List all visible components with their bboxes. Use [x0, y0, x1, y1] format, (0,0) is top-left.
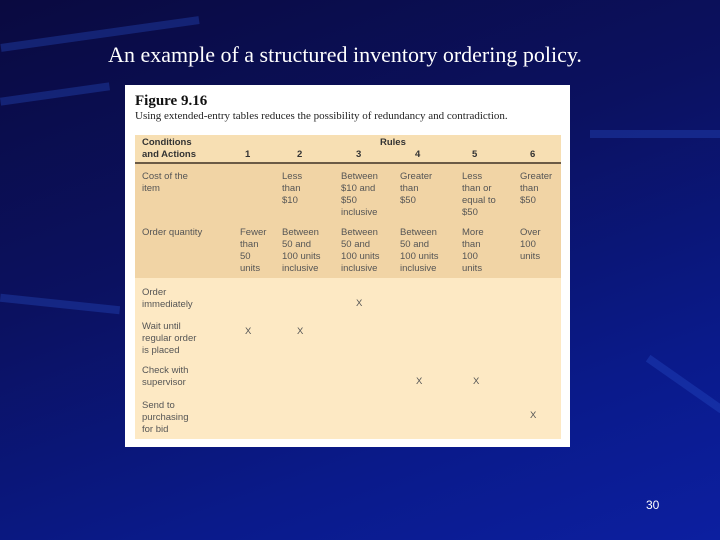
condition-cell: Less than $10 [282, 171, 303, 206]
condition-cell: Less than or equal to $50 [462, 171, 496, 218]
header-rule-4: 4 [415, 149, 421, 160]
header-conditions-actions: Conditions and Actions [142, 137, 197, 160]
condition-label: Cost of the item [142, 171, 188, 194]
action-mark: X [297, 326, 304, 337]
header-rule-5: 5 [472, 149, 478, 160]
action-mark: X [473, 376, 480, 387]
slide-title: An example of a structured inventory ord… [108, 42, 582, 67]
figure-number: Figure 9.16 [135, 93, 208, 109]
condition-cell: More than 100 units [462, 227, 484, 274]
action-mark: X [356, 298, 363, 309]
figure-caption: Using extended-entry tables reduces the … [135, 110, 508, 122]
action-mark: X [416, 376, 423, 387]
condition-cell: Between 50 and 100 units inclusive [400, 227, 439, 274]
header-rule-6: 6 [530, 149, 536, 160]
action-label: Order immediately [142, 287, 193, 310]
header-rules: Rules [380, 137, 406, 148]
header-rule-1: 1 [245, 149, 251, 160]
action-label: Check with supervisor [142, 365, 189, 388]
action-mark: X [530, 410, 537, 421]
condition-label: Order quantity [142, 227, 203, 238]
condition-cell: Greater than $50 [400, 171, 433, 206]
action-label: Send to purchasing for bid [142, 400, 189, 435]
condition-cell: Between $10 and $50 inclusive [341, 171, 378, 218]
decision-table: Conditions and Actions Rules 1 2 3 4 5 6 Cost of… [135, 135, 561, 439]
condition-cell: Greater than $50 [520, 171, 553, 206]
header-rule-2: 2 [297, 149, 303, 160]
action-mark: X [245, 326, 252, 337]
condition-cell: Fewer than 50 units [240, 227, 267, 274]
condition-cell: Between 50 and 100 units inclusive [341, 227, 380, 274]
conditions-section [135, 164, 561, 278]
header-rule-3: 3 [356, 149, 362, 160]
figure: Figure 9.16 Using extended-entry tables … [125, 85, 570, 447]
action-label: Wait until regular order is placed [142, 321, 197, 356]
condition-cell: Between 50 and 100 units inclusive [282, 227, 321, 274]
table-header [135, 135, 561, 164]
slide-number: 30 [646, 498, 660, 512]
condition-cell: Over 100 units [520, 227, 541, 262]
